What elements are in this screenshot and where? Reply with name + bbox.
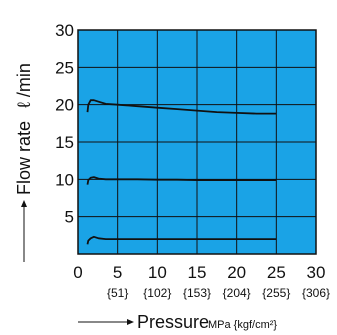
series-group — [86, 99, 277, 245]
y-tick-label: 15 — [55, 133, 74, 152]
x-subtick-label: {51} — [107, 286, 128, 300]
y-tick-label: 20 — [55, 96, 74, 115]
x-tick-label: 25 — [267, 263, 286, 282]
x-subtick-label: {255} — [262, 286, 290, 300]
series-line-3 — [86, 235, 277, 245]
x-tick-label: 30 — [307, 263, 326, 282]
x-tick-label: 20 — [227, 263, 246, 282]
x-tick-labels: 0 5 10 15 20 25 30 — [73, 263, 325, 282]
x-tick-label: 10 — [148, 263, 167, 282]
plot-frame — [77, 29, 317, 255]
x-tick-label: 15 — [188, 263, 207, 282]
x-tick-label: 5 — [113, 263, 122, 282]
y-axis-title-group: Flow rate ℓ /min — [14, 63, 34, 195]
x-axis-arrowhead — [127, 319, 134, 325]
x-axis-label: Pressure — [137, 312, 209, 332]
y-axis-arrowhead — [21, 200, 27, 207]
x-subtick-label: {306} — [302, 286, 330, 300]
x-subtick-labels: {51} {102} {153} {204} {255} {306} — [107, 286, 330, 300]
y-axis-unit: ℓ /min — [14, 63, 34, 108]
x-subtick-label: {153} — [183, 286, 211, 300]
x-tick-label: 0 — [73, 263, 82, 282]
x-subtick-label: {204} — [223, 286, 251, 300]
y-tick-label: 25 — [55, 58, 74, 77]
y-tick-label: 5 — [65, 208, 74, 227]
series-line-1 — [86, 99, 277, 115]
series-line-2 — [86, 176, 277, 185]
y-tick-label: 30 — [55, 21, 74, 40]
x-subtick-label: {102} — [143, 286, 171, 300]
x-axis-unit: MPa {kgf/cm²} — [208, 319, 277, 331]
y-tick-labels: 5 10 15 20 25 30 — [55, 21, 74, 227]
y-tick-label: 10 — [55, 170, 74, 189]
y-axis-label: Flow rate — [14, 121, 34, 195]
